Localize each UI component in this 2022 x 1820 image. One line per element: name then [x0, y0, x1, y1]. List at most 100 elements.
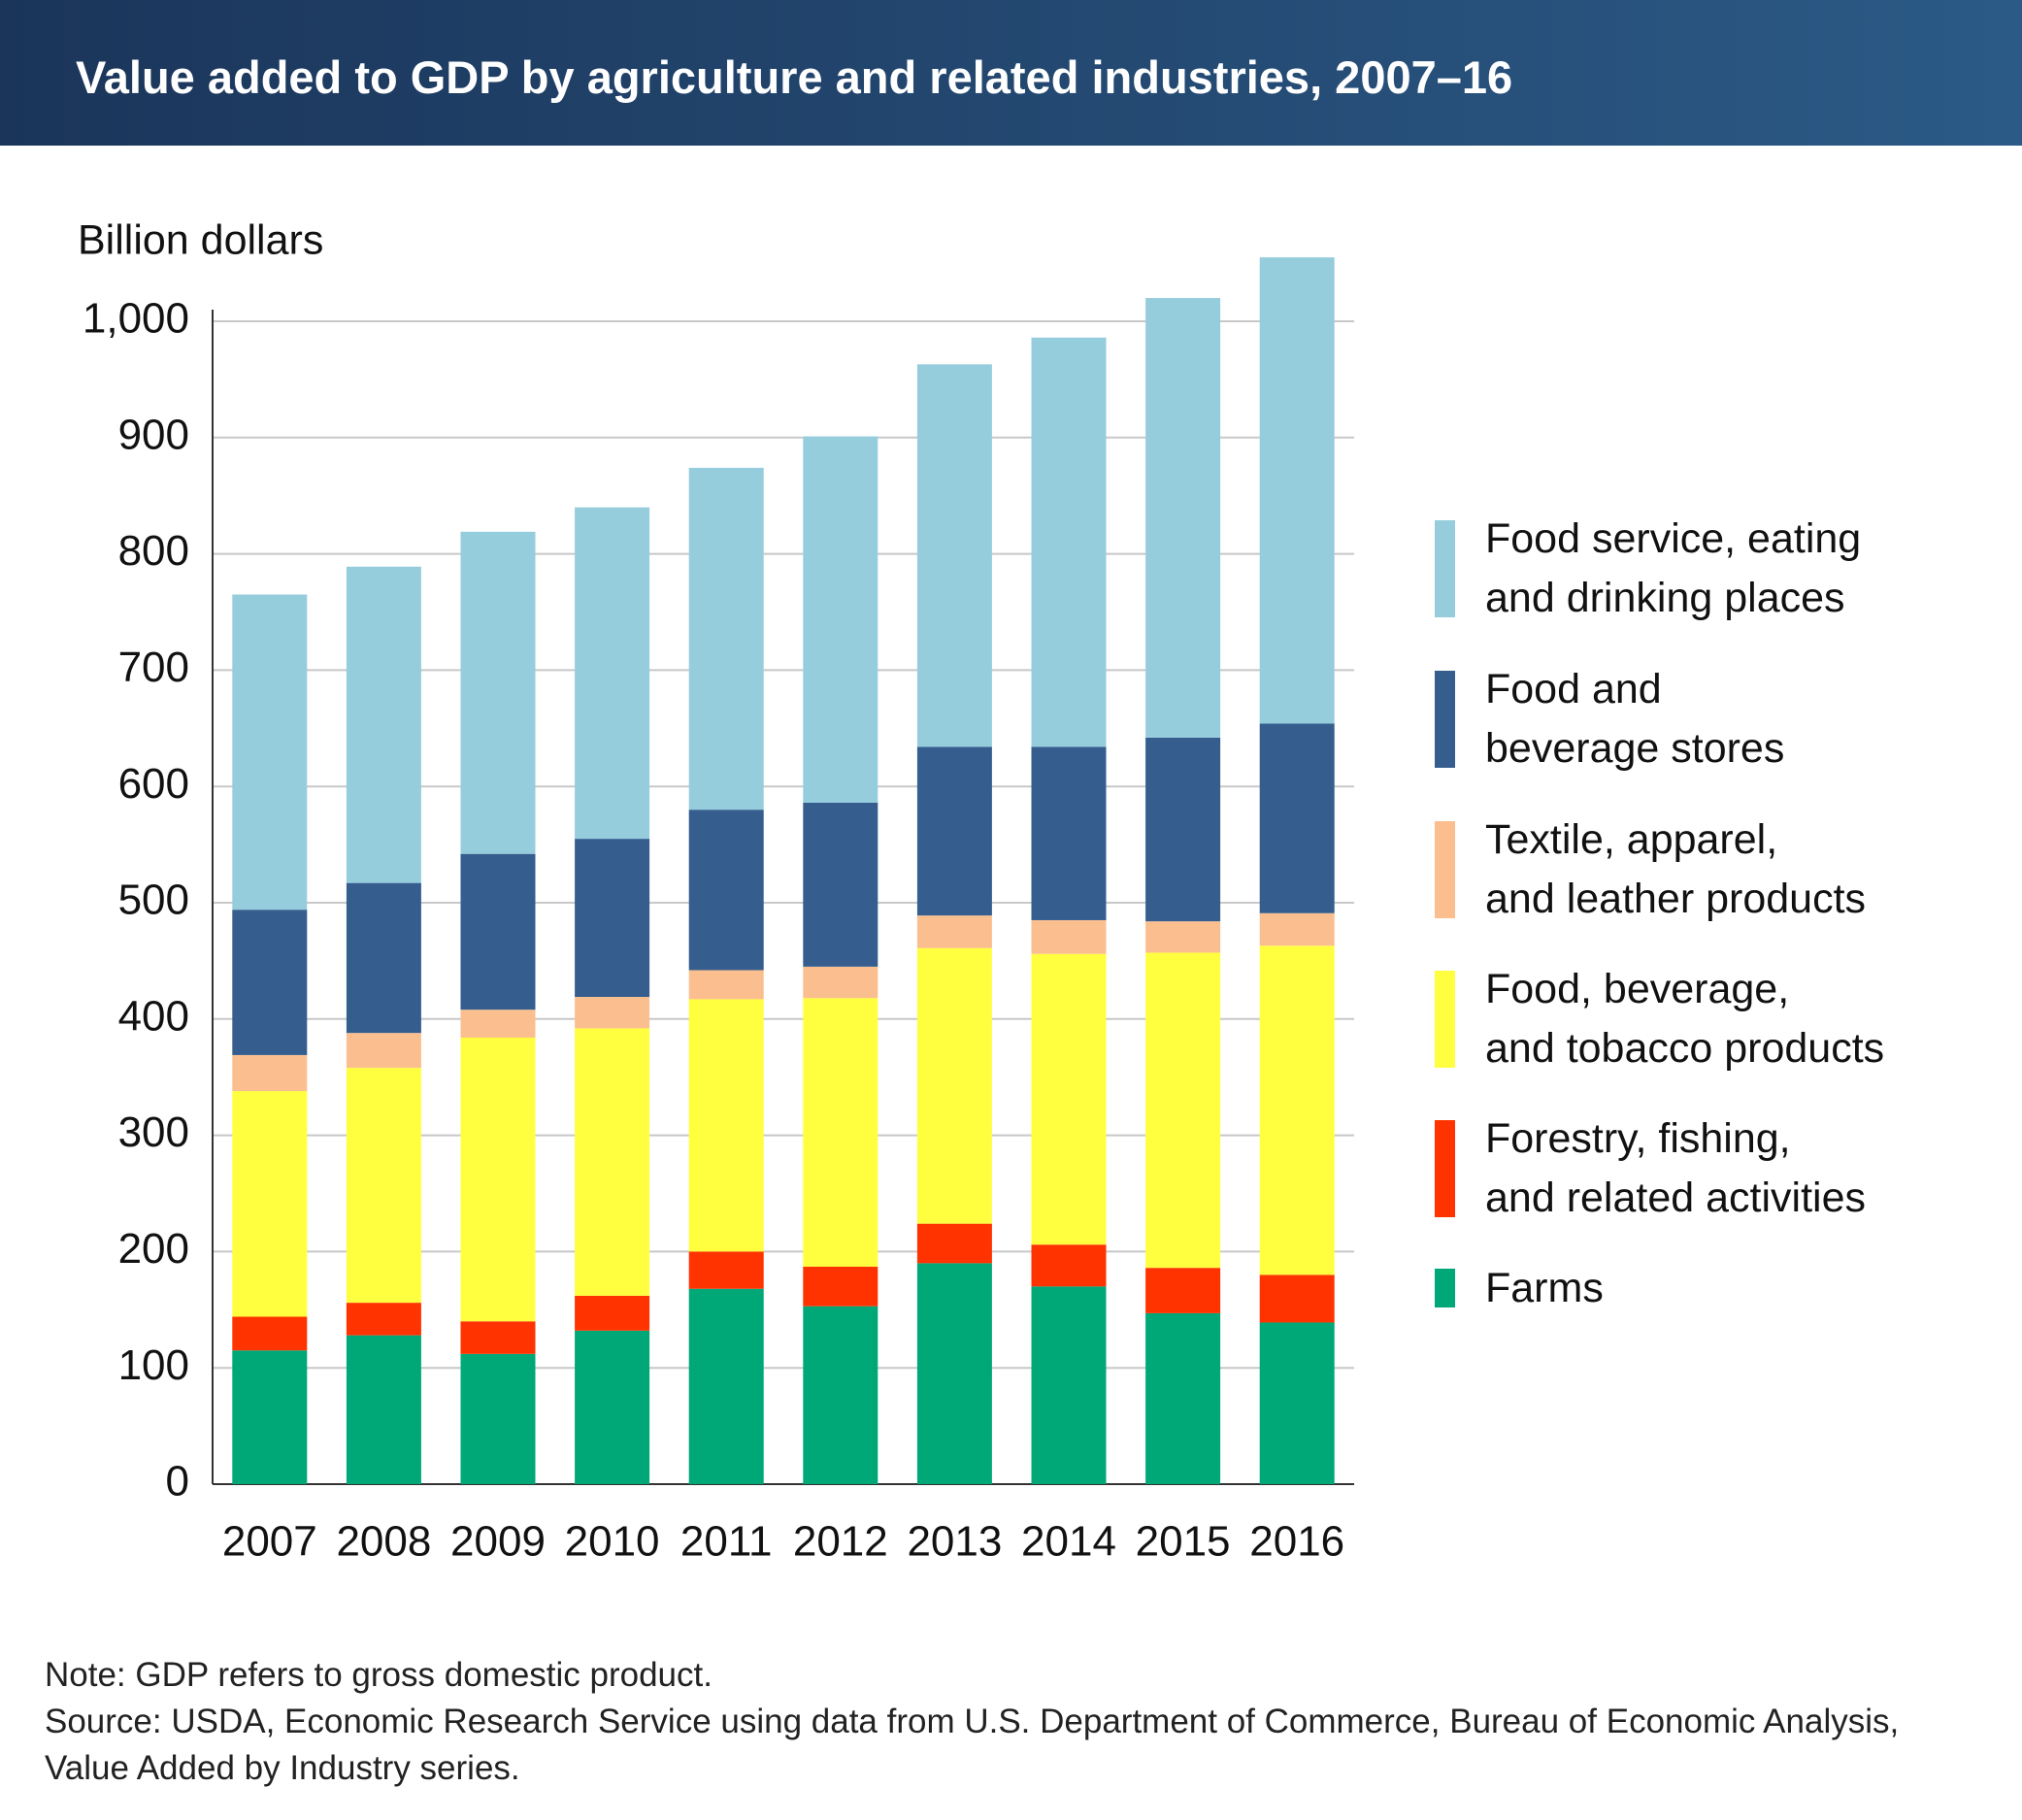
legend-swatch	[1435, 1120, 1455, 1217]
legend-entry: Food, beverage, and tobacco products	[1435, 960, 1884, 1078]
bar-segment	[232, 1316, 308, 1351]
bar-segment	[803, 1266, 878, 1307]
bar-segment	[232, 1091, 308, 1317]
legend-entry: Food and beverage stores	[1435, 660, 1784, 778]
x-tick-label: 2007	[222, 1518, 317, 1566]
legend-label: Food and beverage stores	[1485, 666, 1785, 772]
bar-segment	[1031, 953, 1107, 1245]
bar-segment	[916, 1223, 992, 1264]
x-tick-label: 2013	[907, 1518, 1002, 1566]
bar-segment	[575, 507, 650, 840]
y-tick-label: 200	[118, 1225, 189, 1273]
bar-segment	[803, 1306, 878, 1484]
legend-entry: Farms	[1435, 1259, 1604, 1318]
bar-segment	[688, 810, 764, 971]
bar-segment	[232, 910, 308, 1055]
bar-segment	[346, 1068, 421, 1304]
y-tick-label: 800	[118, 527, 189, 575]
bar-segment	[916, 1263, 992, 1484]
bar-segment	[1145, 921, 1221, 953]
x-tick-label: 2012	[793, 1518, 888, 1566]
bar-segment	[460, 1353, 536, 1484]
bar-segment	[1145, 298, 1221, 738]
y-tick-label: 0	[166, 1458, 189, 1506]
bar-segment	[1145, 1312, 1221, 1484]
bar-segment	[346, 882, 421, 1034]
legend-swatch	[1435, 1269, 1455, 1307]
bar-segment	[1259, 945, 1335, 1275]
bar-segment	[346, 1303, 421, 1336]
legend-label: Farms	[1485, 1264, 1604, 1311]
bar-segment	[346, 1033, 421, 1069]
chart-title: Value added to GDP by agriculture and re…	[76, 51, 1513, 103]
bar-segment	[232, 1054, 308, 1092]
legend-label: Textile, apparel, and leather products	[1485, 816, 1867, 922]
bar-segment	[688, 1251, 764, 1289]
bar-segment	[232, 594, 308, 910]
bar-segment	[803, 436, 878, 803]
bar-segment	[1145, 1268, 1221, 1313]
legend-swatch	[1435, 671, 1455, 768]
y-tick-label: 400	[118, 992, 189, 1040]
legend-swatch	[1435, 520, 1455, 617]
bar-segment	[1259, 912, 1335, 946]
bar-segment	[1259, 257, 1335, 724]
legend-label: Food service, eating and drinking places	[1485, 515, 1862, 621]
legend-entry: Textile, apparel, and leather products	[1435, 811, 1866, 929]
bar-segment	[688, 1288, 764, 1484]
bar-segment	[688, 970, 764, 1000]
bar-segment	[575, 839, 650, 998]
y-axis-label: Billion dollars	[78, 216, 323, 263]
bar-segment	[1259, 1274, 1335, 1323]
bar-segment	[575, 1295, 650, 1331]
note: Source: USDA, Economic Research Service …	[45, 1703, 1900, 1787]
bar-segment	[1145, 737, 1221, 922]
bar-segment	[460, 1009, 536, 1038]
bar-segment	[1031, 746, 1107, 920]
bar-segment	[1145, 952, 1221, 1269]
bar-segment	[1259, 1322, 1335, 1484]
y-tick-label: 900	[118, 411, 189, 458]
bar-segment	[688, 999, 764, 1252]
bar-segment	[1259, 723, 1335, 913]
bar-segment	[803, 998, 878, 1267]
legend-entry: Food service, eating and drinking places	[1435, 510, 1861, 628]
bar-segment	[460, 1321, 536, 1354]
bar-segment	[346, 566, 421, 883]
bar-segment	[460, 853, 536, 1010]
y-tick-label: 1,000	[83, 295, 189, 343]
y-tick-label: 700	[118, 644, 189, 691]
bar-segment	[460, 531, 536, 854]
legend-label: Food, beverage, and tobacco products	[1485, 966, 1885, 1072]
bar-segment	[575, 1028, 650, 1296]
y-tick-label: 500	[118, 877, 189, 924]
bar-segment	[916, 746, 992, 916]
bar-segment	[1031, 1244, 1107, 1287]
y-tick-label: 100	[118, 1341, 189, 1389]
bar-segment	[460, 1037, 536, 1322]
legend-swatch	[1435, 971, 1455, 1068]
bar-segment	[575, 1330, 650, 1484]
bar-segment	[916, 947, 992, 1224]
x-tick-label: 2015	[1136, 1518, 1231, 1566]
bar-segment	[346, 1335, 421, 1484]
x-tick-label: 2014	[1021, 1518, 1116, 1566]
bar-segment	[1031, 1286, 1107, 1484]
y-tick-label: 600	[118, 760, 189, 808]
legend-entry: Forestry, fishing, and related activitie…	[1435, 1109, 1866, 1228]
bar-segment	[688, 467, 764, 811]
x-tick-label: 2016	[1249, 1518, 1344, 1566]
x-tick-label: 2008	[336, 1518, 431, 1566]
x-tick-label: 2011	[680, 1518, 773, 1566]
legend-label: Forestry, fishing, and related activitie…	[1485, 1115, 1866, 1221]
bar-segment	[1031, 919, 1107, 954]
y-tick-label: 300	[118, 1109, 189, 1156]
bar-segment	[916, 915, 992, 948]
x-tick-label: 2009	[450, 1518, 546, 1566]
bar-segment	[916, 364, 992, 747]
title-banner	[0, 0, 2022, 146]
legend-swatch	[1435, 821, 1455, 918]
x-tick-label: 2010	[565, 1518, 660, 1566]
